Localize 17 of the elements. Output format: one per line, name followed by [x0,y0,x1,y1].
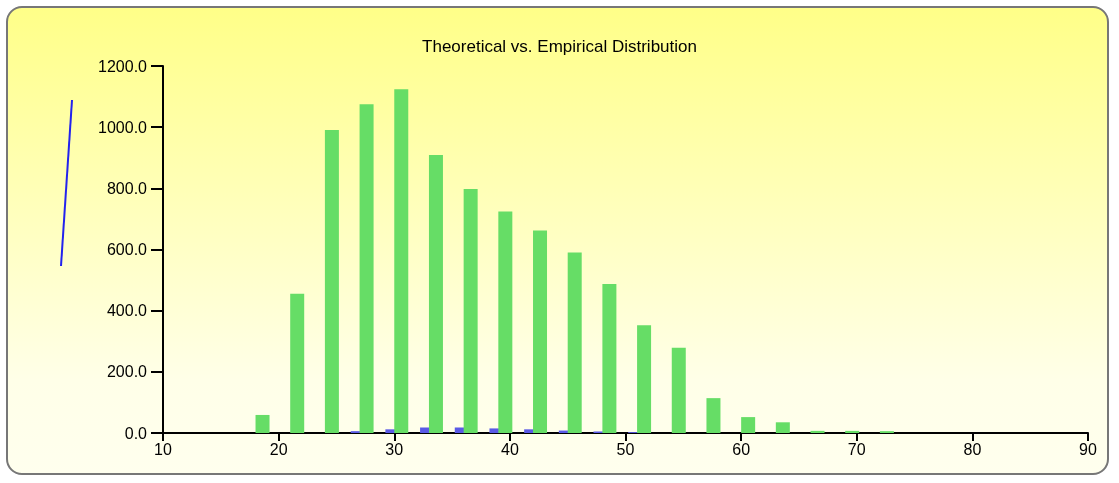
y-tick-label: 800.0 [106,179,148,197]
y-tick-label: 1200.0 [98,57,148,75]
x-tick-label: 10 [154,440,172,458]
y-tick-label: 400.0 [106,302,148,320]
x-tick-label: 60 [732,440,751,458]
y-tick-label: 600.0 [106,241,148,258]
x-tick-label: 90 [1079,440,1097,458]
x-tick-label: 20 [269,440,288,458]
x-tick-label: 70 [847,440,866,458]
x-tick-label: 50 [616,440,635,458]
x-tick-label: 40 [500,440,519,458]
y-tick-label: 0.0 [124,424,148,442]
x-tick-label: 30 [385,440,404,458]
x-tick-label: 80 [963,440,982,458]
y-tick-label: 1000.0 [98,118,148,136]
y-tick-label: 200.0 [106,363,148,381]
chart-title: Theoretical vs. Empirical Distribution [422,37,697,56]
